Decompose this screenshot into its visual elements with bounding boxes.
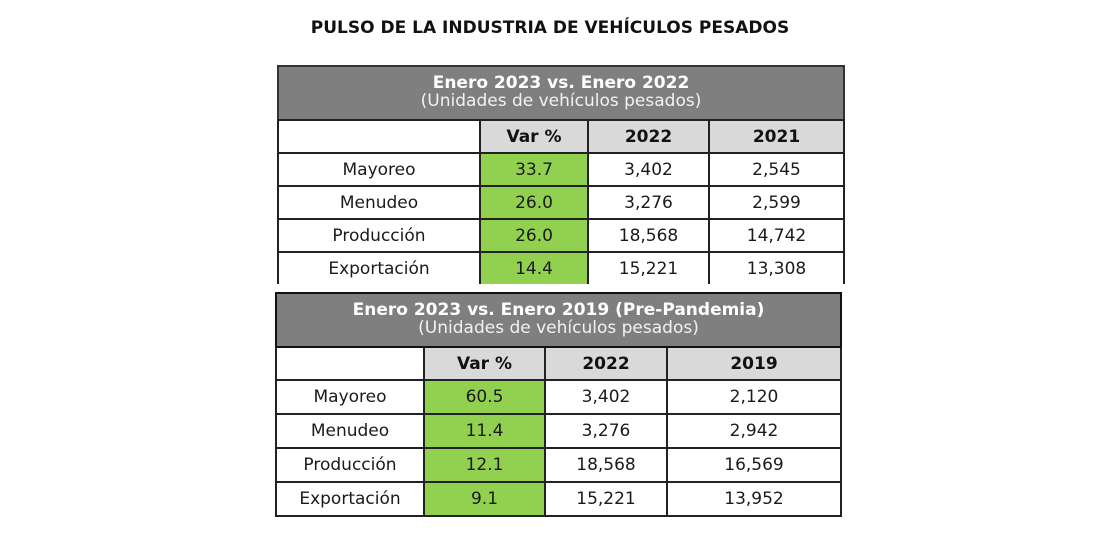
var-pct-cell: 14.4 — [479, 251, 589, 284]
page-title: PULSO DE LA INDUSTRIA DE VEHÍCULOS PESAD… — [310, 18, 790, 38]
var-pct-cell: 11.4 — [423, 413, 546, 449]
caption-title: Enero 2023 vs. Enero 2022 — [432, 73, 690, 94]
caption-subtitle: (Unidades de vehículos pesados) — [418, 318, 699, 338]
row-label: Mayoreo — [277, 152, 481, 187]
value-cell: 18,568 — [587, 218, 710, 253]
value-cell: 3,402 — [544, 379, 668, 415]
table-row: Menudeo 11.4 3,276 2,942 — [275, 413, 843, 449]
row-label: Menudeo — [275, 413, 425, 449]
var-pct-cell: 60.5 — [423, 379, 546, 415]
value-cell: 15,221 — [587, 251, 710, 284]
table-row: Mayoreo 33.7 3,402 2,545 — [277, 152, 845, 187]
value-cell: 14,742 — [708, 218, 845, 253]
value-cell: 13,308 — [708, 251, 845, 284]
value-cell: 3,276 — [544, 413, 668, 449]
table-row: Mayoreo 60.5 3,402 2,120 — [275, 379, 843, 415]
table-row: Exportación 14.4 15,221 13,308 — [277, 251, 845, 284]
row-label: Mayoreo — [275, 379, 425, 415]
table-row: Exportación 9.1 15,221 13,952 — [275, 481, 843, 517]
header-var-pct: Var % — [479, 119, 589, 154]
header-year-a: 2022 — [544, 346, 668, 381]
var-pct-cell: 12.1 — [423, 447, 546, 483]
table-caption: Enero 2023 vs. Enero 2019 (Pre-Pandemia)… — [274, 292, 843, 348]
header-year-a: 2022 — [587, 119, 710, 154]
header-blank — [275, 346, 425, 381]
row-label: Producción — [277, 218, 481, 253]
caption-subtitle: (Unidades de vehículos pesados) — [420, 91, 702, 111]
row-label: Exportación — [275, 481, 425, 517]
header-var-pct: Var % — [423, 346, 546, 381]
value-cell: 3,402 — [587, 152, 710, 187]
value-cell: 18,568 — [544, 447, 668, 483]
value-cell: 2,599 — [708, 185, 845, 220]
row-label: Menudeo — [277, 185, 481, 220]
value-cell: 3,276 — [587, 185, 710, 220]
header-year-b: 2019 — [665, 346, 843, 381]
header-year-b: 2021 — [708, 119, 845, 154]
value-cell: 2,120 — [665, 379, 843, 415]
table-row: Producción 12.1 18,568 16,569 — [275, 447, 843, 483]
comparison-table-2019: Enero 2023 vs. Enero 2019 (Pre-Pandemia)… — [274, 292, 843, 517]
table-row: Menudeo 26.0 3,276 2,599 — [277, 185, 845, 220]
value-cell: 13,952 — [665, 481, 843, 517]
value-cell: 15,221 — [544, 481, 668, 517]
var-pct-cell: 9.1 — [423, 481, 546, 517]
comparison-table-2022: Enero 2023 vs. Enero 2022 (Unidades de v… — [277, 65, 845, 284]
value-cell: 16,569 — [665, 447, 843, 483]
value-cell: 2,942 — [665, 413, 843, 449]
header-blank — [277, 119, 481, 154]
row-label: Exportación — [277, 251, 481, 284]
table-caption: Enero 2023 vs. Enero 2022 (Unidades de v… — [278, 66, 844, 120]
value-cell: 2,545 — [708, 152, 845, 187]
var-pct-cell: 33.7 — [479, 152, 589, 187]
var-pct-cell: 26.0 — [479, 218, 589, 253]
row-label: Producción — [275, 447, 425, 483]
table-row: Producción 26.0 18,568 14,742 — [277, 218, 845, 253]
var-pct-cell: 26.0 — [479, 185, 589, 220]
caption-title: Enero 2023 vs. Enero 2019 (Pre-Pandemia) — [352, 300, 765, 321]
